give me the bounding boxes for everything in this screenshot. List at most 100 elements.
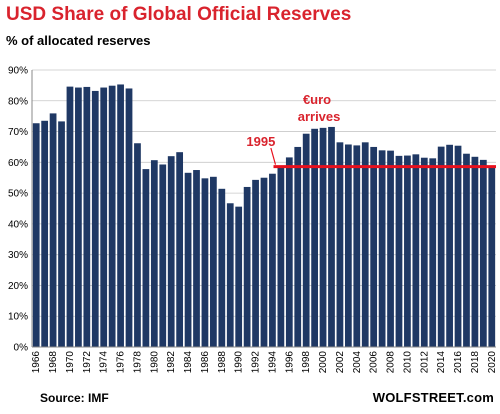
bar-1972 xyxy=(83,86,91,347)
bar-1975 xyxy=(108,85,116,348)
x-tick-label: 2012 xyxy=(419,351,430,374)
x-tick-label: 1992 xyxy=(251,351,262,374)
bar-2020 xyxy=(488,165,496,347)
bar-1987 xyxy=(210,176,217,347)
bar-1981 xyxy=(159,164,167,347)
annotation-leader xyxy=(270,147,277,165)
bar-1982 xyxy=(167,156,175,347)
source-note: Source: IMF xyxy=(40,391,109,405)
bar-1985 xyxy=(193,170,200,347)
bar-2007 xyxy=(378,150,386,347)
bar-1984 xyxy=(184,172,192,347)
bar-1988 xyxy=(218,188,226,347)
bar-1999 xyxy=(311,128,318,347)
bar-2006 xyxy=(370,146,378,347)
bar-2009 xyxy=(395,155,403,347)
bar-1986 xyxy=(201,178,209,347)
bar-2019 xyxy=(479,159,487,347)
x-tick-labels: 1966 1968 1970 1972 1974 1976 1978 1980 1982 1984… xyxy=(31,351,498,374)
bar-2014 xyxy=(437,146,445,347)
bar-1978 xyxy=(134,143,141,347)
y-tick-label: 0% xyxy=(14,343,29,354)
x-tick-label: 1994 xyxy=(267,351,278,374)
bar-1983 xyxy=(176,152,184,347)
annotations: 1995 €uro arrives xyxy=(246,92,496,169)
bar-2012 xyxy=(420,157,428,347)
bar-2008 xyxy=(387,150,394,347)
x-tick-label: 1990 xyxy=(234,351,245,374)
x-tick-label: 1976 xyxy=(116,351,127,374)
bar-1974 xyxy=(100,87,108,347)
bar-2000 xyxy=(319,127,327,348)
brand-logo-text: WOLFSTREET.com xyxy=(372,390,494,405)
x-tick-label: 2010 xyxy=(402,351,413,374)
axes xyxy=(31,70,496,348)
x-tick-label: 2016 xyxy=(453,351,464,374)
x-tick-label: 1984 xyxy=(183,351,194,374)
bar-2017 xyxy=(463,153,470,347)
x-tick-label: 2000 xyxy=(318,351,329,374)
annotation-arrives: arrives xyxy=(298,109,341,124)
bar-1998 xyxy=(302,133,310,347)
bar-1969 xyxy=(58,121,65,347)
bar-1979 xyxy=(142,169,150,347)
x-tick-label: 1974 xyxy=(99,351,110,374)
y-tick-label: 20% xyxy=(8,281,28,292)
bar-2013 xyxy=(429,158,437,347)
x-tick-label: 2008 xyxy=(386,351,397,374)
annotation-1995: 1995 xyxy=(246,134,275,149)
y-tick-label: 80% xyxy=(8,96,28,107)
bar-1995 xyxy=(277,166,285,347)
bar-2010 xyxy=(404,155,411,347)
bar-2001 xyxy=(328,126,335,347)
y-tick-label: 40% xyxy=(8,219,28,230)
x-tick-label: 2018 xyxy=(470,351,481,374)
x-tick-label: 1986 xyxy=(200,351,211,374)
y-tick-label: 60% xyxy=(8,158,28,169)
bar-2003 xyxy=(344,144,352,347)
x-tick-label: 1966 xyxy=(31,351,42,374)
bar-2005 xyxy=(361,142,369,347)
bar-1980 xyxy=(150,160,158,347)
bar-1993 xyxy=(260,177,268,347)
x-tick-label: 2004 xyxy=(352,351,363,374)
annotation-euro: €uro xyxy=(303,92,331,107)
bar-1971 xyxy=(75,87,82,347)
bar-2002 xyxy=(336,142,344,347)
x-tick-label: 2020 xyxy=(487,351,498,374)
x-tick-label: 1982 xyxy=(166,351,177,374)
y-tick-label: 70% xyxy=(8,127,28,138)
bar-2015 xyxy=(446,144,453,347)
x-tick-label: 1980 xyxy=(149,351,160,374)
chart-subtitle: % of allocated reserves xyxy=(6,33,151,48)
bar-1992 xyxy=(252,179,259,347)
bar-1976 xyxy=(117,84,124,348)
chart-title: USD Share of Global Official Reserves xyxy=(6,4,352,25)
bar-1997 xyxy=(294,146,302,347)
bar-2018 xyxy=(471,156,479,347)
bar-2004 xyxy=(353,145,361,347)
bar-1996 xyxy=(285,157,293,347)
bars xyxy=(32,84,496,348)
y-tick-label: 90% xyxy=(8,66,28,77)
y-tick-labels: 0% 10% 20% 30% 40% 50% 60% 70% 80% 90% xyxy=(8,66,28,354)
bar-1970 xyxy=(66,86,74,348)
bar-1967 xyxy=(41,120,49,348)
x-tick-label: 2006 xyxy=(369,351,380,374)
bar-1973 xyxy=(91,90,99,347)
bar-1989 xyxy=(226,203,234,347)
x-tick-label: 1998 xyxy=(301,351,312,374)
bar-2016 xyxy=(454,145,462,347)
x-tick-label: 2014 xyxy=(436,351,447,374)
y-tick-label: 50% xyxy=(8,189,28,200)
x-tick-label: 2002 xyxy=(335,351,346,374)
bar-2011 xyxy=(412,154,420,347)
x-tick-label: 1996 xyxy=(284,351,295,374)
y-tick-label: 30% xyxy=(8,250,28,261)
x-tick-label: 1968 xyxy=(48,351,59,374)
bar-1991 xyxy=(243,186,251,347)
bar-1968 xyxy=(49,113,57,347)
x-tick-label: 1988 xyxy=(217,351,228,374)
x-tick-label: 1970 xyxy=(65,351,76,374)
